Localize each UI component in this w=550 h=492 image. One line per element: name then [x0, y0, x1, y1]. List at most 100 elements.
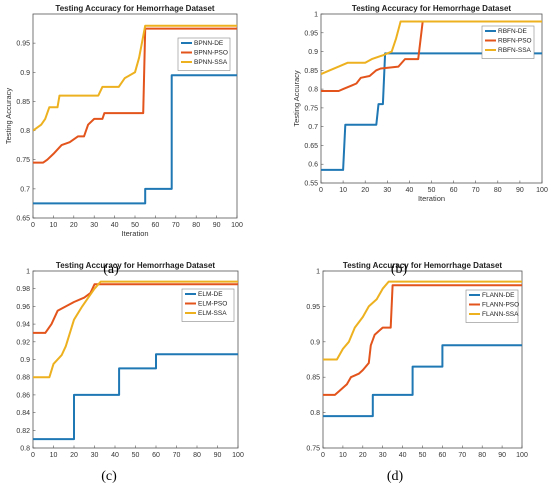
y-tick-label: 0.9	[308, 49, 318, 56]
x-tick-label: 100	[232, 452, 244, 459]
x-tick-label: 0	[31, 452, 35, 459]
x-tick-label: 60	[152, 452, 160, 459]
y-tick-label: 0.8	[308, 87, 318, 94]
x-tick-label: 20	[70, 452, 78, 459]
y-tick-label: 0.9	[20, 357, 30, 364]
series-line-elm-ssa	[33, 280, 238, 379]
x-tick-label: 40	[111, 452, 119, 459]
y-tick-label: 0.95	[306, 304, 320, 311]
y-tick-label: 0.55	[304, 181, 318, 188]
x-tick-label: 70	[173, 452, 181, 459]
caption-a: (a)	[103, 262, 119, 277]
x-tick-label: 100	[231, 222, 243, 229]
x-tick-label: 40	[111, 222, 119, 229]
x-tick-label: 80	[478, 452, 486, 459]
x-tick-label: 90	[498, 452, 506, 459]
x-tick-label: 50	[428, 187, 436, 194]
x-tick-label: 50	[131, 222, 139, 229]
x-tick-label: 0	[31, 222, 35, 229]
y-tick-label: 0.95	[304, 30, 318, 37]
x-tick-label: 80	[494, 187, 502, 194]
y-tick-label: 0.82	[16, 428, 30, 435]
y-tick-label: 0.95	[16, 41, 30, 48]
y-tick-label: 0.65	[304, 143, 318, 150]
series-line-rbfn-pso	[321, 20, 542, 92]
series-line-elm-pso	[33, 283, 238, 334]
chart-title: Testing Accuracy for Hemorrhage Dataset	[56, 261, 215, 270]
legend-label: BPNN-PSO	[194, 50, 228, 57]
x-tick-label: 90	[213, 222, 221, 229]
legend-label: ELM-SSA	[198, 310, 227, 317]
y-tick-label: 0.7	[20, 186, 30, 193]
chart-title: Testing Accuracy for Hemorrhage Dataset	[352, 4, 511, 13]
x-tick-label: 0	[319, 187, 323, 194]
x-tick-label: 80	[192, 222, 200, 229]
y-tick-label: 0.9	[20, 70, 30, 77]
y-tick-label: 0.75	[306, 446, 320, 453]
chart-c: Testing Accuracy for Hemorrhage Dataset 0…	[16, 261, 244, 459]
legend: FLANN-DE FLANN-PSO FLANN-SSA	[465, 289, 519, 323]
x-tick-label: 0	[321, 452, 325, 459]
legend-label: FLANN-SSA	[482, 311, 519, 318]
caption-c: (c)	[101, 469, 117, 484]
chart-title: Testing Accuracy for Hemorrhage Dataset	[55, 4, 214, 13]
y-tick-label: 0.94	[16, 322, 30, 329]
x-tick-label: 50	[132, 452, 140, 459]
x-tick-label: 10	[339, 452, 347, 459]
series-line-flann-pso	[323, 284, 522, 396]
legend-label: RBFN-SSA	[498, 47, 532, 54]
x-tick-label: 90	[214, 452, 222, 459]
y-tick-label: 0.92	[16, 339, 30, 346]
x-tick-label: 60	[439, 452, 447, 459]
x-tick-label: 30	[383, 187, 391, 194]
chart-b: Testing Accuracy for Hemorrhage Dataset 0…	[292, 4, 548, 203]
caption-b: (b)	[390, 262, 408, 277]
legend-label: RBFN-DE	[498, 28, 528, 35]
series-line-flann-ssa	[323, 280, 522, 361]
y-tick-label: 1	[314, 12, 318, 19]
legend-label: FLANN-DE	[482, 292, 515, 299]
series-line-bpnn-pso	[33, 27, 237, 164]
legend-label: ELM-PSO	[198, 301, 227, 308]
x-tick-label: 70	[458, 452, 466, 459]
legend: BPNN-DE BPNN-PSO BPNN-SSA	[177, 37, 231, 71]
legend-label: ELM-DE	[198, 291, 223, 298]
y-tick-label: 0.85	[304, 68, 318, 75]
x-tick-label: 10	[339, 187, 347, 194]
x-tick-label: 10	[50, 452, 58, 459]
y-tick-label: 0.6	[308, 162, 318, 169]
x-tick-label: 70	[472, 187, 480, 194]
y-tick-label: 0.7	[308, 124, 318, 131]
x-tick-label: 50	[419, 452, 427, 459]
x-tick-label: 10	[50, 222, 58, 229]
y-tick-label: 0.86	[16, 392, 30, 399]
legend: ELM-DE ELM-PSO ELM-SSA	[181, 288, 235, 322]
y-tick-label: 0.88	[16, 375, 30, 382]
legend-label: FLANN-PSO	[482, 302, 519, 309]
x-tick-label: 30	[91, 452, 99, 459]
x-tick-label: 70	[172, 222, 180, 229]
x-tick-label: 40	[406, 187, 414, 194]
y-tick-label: 1	[316, 269, 320, 276]
x-tick-label: 30	[379, 452, 387, 459]
x-tick-label: 90	[516, 187, 524, 194]
y-tick-label: 0.84	[16, 410, 30, 417]
y-tick-label: 0.98	[16, 286, 30, 293]
y-tick-label: 1	[26, 269, 30, 276]
x-tick-label: 30	[90, 222, 98, 229]
legend: RBFN-DE RBFN-PSO RBFN-SSA	[481, 25, 535, 59]
x-tick-label: 80	[193, 452, 201, 459]
chart-title: Testing Accuracy for Hemorrhage Dataset	[343, 261, 502, 270]
x-tick-label: 20	[361, 187, 369, 194]
series-line-rbfn-ssa	[321, 20, 542, 76]
chart-a: Testing Accuracy for Hemorrhage Dataset 0…	[4, 4, 243, 238]
legend-label: BPNN-DE	[194, 40, 224, 47]
y-tick-label: 0.9	[310, 339, 320, 346]
series-line-bpnn-de	[33, 74, 237, 205]
x-tick-label: 100	[516, 452, 528, 459]
y-tick-label: 0.96	[16, 304, 30, 311]
chart-d: Testing Accuracy for Hemorrhage Dataset 0…	[306, 261, 528, 459]
y-axis-label: Testing Accuracy	[4, 88, 13, 145]
x-tick-label: 100	[536, 187, 548, 194]
y-tick-label: 0.65	[16, 216, 30, 223]
